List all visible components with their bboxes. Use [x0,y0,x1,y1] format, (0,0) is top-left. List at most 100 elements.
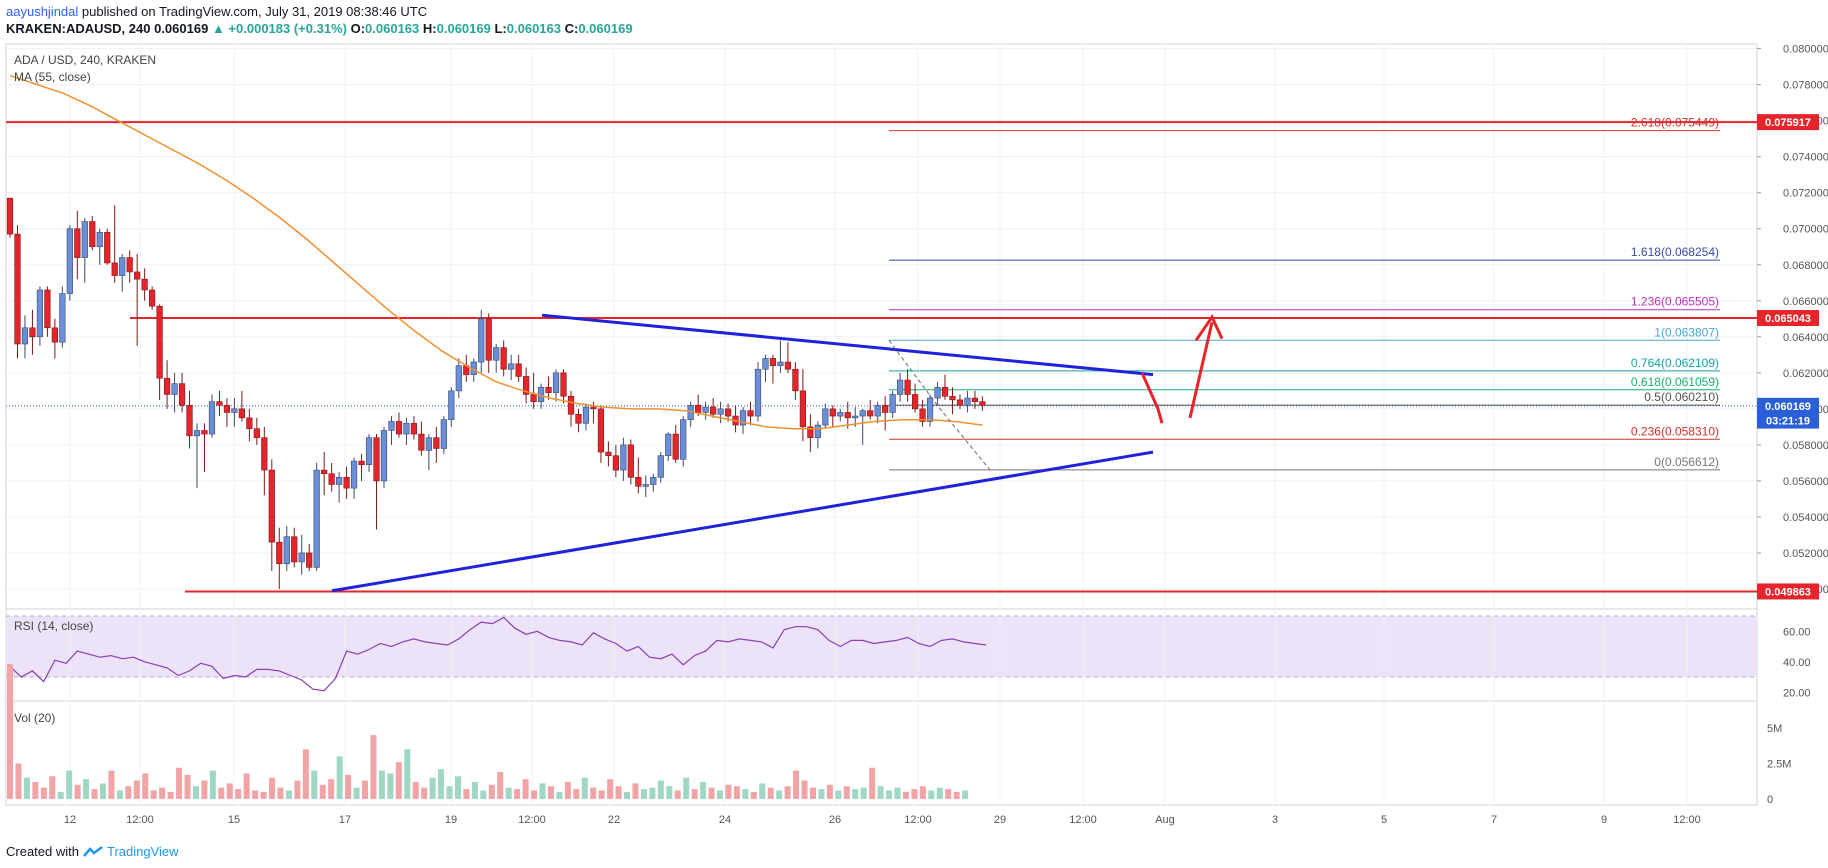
volume-bar [99,783,106,799]
fib-label: 0(0.056612) [1654,455,1719,469]
price-tag-bg [1757,310,1819,327]
fib-label: 1.236(0.065505) [1631,295,1719,309]
fibonacci-levels: 2.618(0.075449) 1.618(0.068254) 1.236(0.06… [889,116,1720,471]
symbol-line: KRAKEN:ADAUSD, 240 0.060169 ▲ +0.000183 … [6,21,633,36]
volume-bar [159,787,166,799]
bullish-candle [680,419,687,460]
bearish-candle [321,469,328,475]
bullish-candle [478,318,485,363]
last-price: 0.060169 [154,21,209,36]
bearish-candle [216,401,223,406]
volume-bar [742,789,749,799]
bearish-candle [156,305,163,379]
volume-bar [277,787,284,799]
volume-bar [683,777,690,799]
rsi-tick-label: 40.00 [1783,657,1811,669]
volume-bar [226,783,233,799]
bullish-candle [493,347,500,361]
low-label: L: [494,21,507,36]
bullish-candle [448,390,455,420]
time-tick-label: 22 [608,814,620,826]
volume-bar [91,789,98,799]
price-tick-label: 0.068000 [1783,260,1828,272]
bullish-candle [171,383,178,395]
volume-bar [657,780,664,799]
bearish-candle [373,437,380,482]
volume-tick-label: 2.5M [1767,759,1791,771]
volume-bar [125,786,132,799]
volume-bar [531,790,538,799]
open-value: 0.060163 [365,21,420,36]
bearish-candle [911,394,919,410]
bullish-candle [934,386,941,399]
upper-trendline [541,313,1154,377]
volume-bar [911,789,918,799]
volume-bar [497,772,504,799]
bullish-candle [350,460,358,489]
volume-bar [590,787,597,799]
bullish-candle [365,437,373,465]
fib-label: 1.618(0.068254) [1631,245,1719,259]
brand-link[interactable]: TradingView [106,844,179,859]
bearish-candle [560,372,567,397]
volume-bar [919,786,926,799]
bullish-candle [762,358,769,370]
author-link[interactable]: aayushjindal [6,4,79,19]
volume-bar [564,781,571,799]
volume-bar [370,735,377,799]
bearish-candle [515,363,522,377]
volume-bar [886,790,893,799]
bullish-candle [440,419,447,449]
volume-bar [260,791,267,799]
price-tag-label: 0.075917 [1765,117,1811,129]
volume-bar [319,784,326,799]
volume-bar [928,790,935,799]
bullish-candle [81,221,88,258]
bearish-candle [201,430,208,435]
volume-bar [700,781,707,799]
volume-bar [767,787,774,799]
volume-bar [776,790,783,799]
time-tick-label: Aug [1155,814,1175,826]
bullish-candle [388,421,395,431]
grid [6,44,1757,805]
bearish-candle [410,422,418,435]
bearish-candle [178,383,186,406]
bullish-candle [336,477,343,485]
time-tick-label: 24 [719,814,731,826]
bearish-candle [134,271,141,280]
bullish-candle [889,394,896,413]
volume-bar [7,664,13,799]
bearish-candle [276,541,283,565]
price-tick-label: 0.062000 [1783,368,1828,380]
volume-bar [953,791,960,799]
bullish-candle [739,410,747,426]
bearish-candle [545,386,552,393]
bullish-candle [403,422,410,435]
volume-bar [945,789,952,799]
volume-bar [547,786,554,799]
volume-bar [49,776,56,799]
high-value: 0.060169 [436,21,491,36]
up-arrow-shaft [1188,322,1214,419]
volume-bar [556,791,563,799]
publish-text: published on TradingView.com, July 31, 2… [78,4,428,19]
volume-bar [894,787,901,799]
bearish-candle [328,473,335,485]
bearish-candle [590,406,597,410]
volume-bar [235,789,242,799]
volume-bar [378,770,385,799]
candles [6,197,986,589]
bearish-candle [51,327,58,343]
volume-bar [877,786,884,799]
volume-bar [488,784,495,799]
drawings [331,313,1224,593]
bearish-candle [672,433,679,460]
bearish-candle [575,413,582,424]
bearish-candle [89,221,96,248]
volume-bar [269,777,276,799]
time-tick-label: 5 [1381,814,1387,826]
bullish-candle [582,406,590,424]
volume-bar [632,783,639,799]
